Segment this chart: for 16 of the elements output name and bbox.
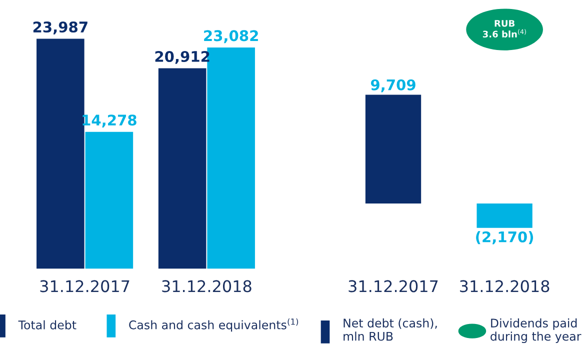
bar [36, 38, 84, 269]
x-tick-label: 31.12.2017 [348, 280, 438, 292]
bar [158, 68, 206, 269]
x-tick-label: 31.12.2017 [40, 280, 130, 292]
x-tick-label: 31.12.2018 [460, 280, 550, 292]
legend-label: Net debt (cash), mln RUB [344, 318, 437, 341]
text: RUB 3.6 bln$^{(4)}$ [482, 20, 526, 38]
legend-label: Dividends paid during the year [490, 318, 582, 344]
legend-label: Cash and cash equivalents$^{(1)}$ [129, 318, 298, 332]
legend-label: Total debt [18, 320, 76, 330]
data-label: 23,987 [33, 21, 88, 34]
data-label: 9,709 [370, 79, 416, 92]
bar [85, 132, 134, 269]
data-label: 23,082 [204, 30, 258, 44]
x-tick-label: 31.12.2018 [162, 280, 252, 292]
data-label: (2,170) [476, 231, 534, 244]
